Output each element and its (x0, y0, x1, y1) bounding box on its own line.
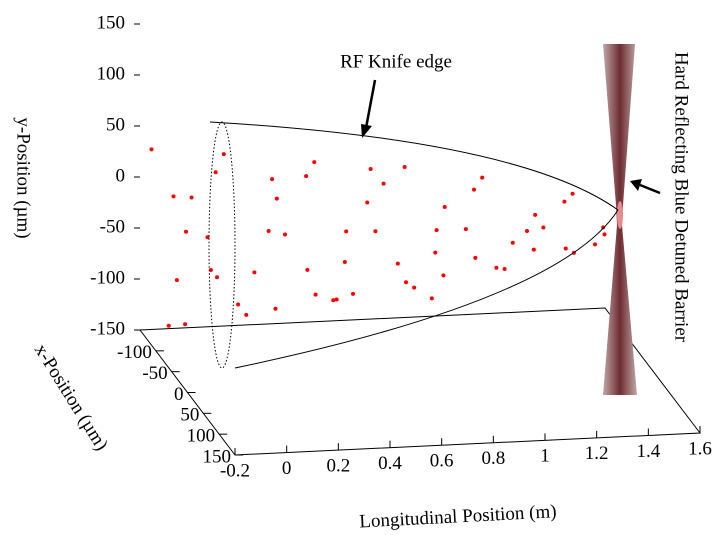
z-tick-label: 0.6 (430, 451, 454, 472)
point (184, 229, 188, 234)
point (344, 229, 349, 234)
point (442, 204, 447, 209)
point (342, 259, 347, 264)
x-tick-label: -50 (142, 363, 167, 384)
arrow (364, 79, 377, 129)
z-tick-label: 0.4 (378, 453, 402, 474)
point (171, 194, 176, 199)
point (331, 298, 336, 303)
point (189, 195, 194, 200)
point (541, 225, 546, 230)
z-tick-label: 0.2 (326, 455, 350, 476)
y-tick-label: -150 (90, 318, 125, 339)
point (183, 322, 188, 327)
y-tick-label: 50 (106, 114, 125, 135)
point (312, 160, 317, 165)
point (602, 232, 607, 237)
point (266, 228, 271, 233)
point (404, 280, 408, 285)
point (334, 297, 339, 302)
arrow (639, 183, 661, 195)
point (221, 152, 226, 157)
z-tick-label: 0.8 (481, 448, 505, 469)
point (494, 265, 499, 270)
point (236, 302, 241, 307)
y-tick-label: -50 (100, 216, 125, 237)
point (402, 164, 407, 169)
x-tick-label: 150 (203, 446, 232, 467)
x-tick-label: 50 (180, 405, 199, 426)
point (563, 246, 568, 251)
point (381, 181, 386, 186)
point (373, 229, 378, 234)
annotation: Hard Reflecting Blue Detuned Barrier (671, 52, 692, 343)
knife-edge-top (209, 121, 619, 211)
point (205, 235, 210, 240)
point (433, 250, 438, 255)
point (395, 261, 400, 266)
point (368, 166, 373, 171)
arrow-head (630, 179, 642, 191)
annotation: RF Knife edge (340, 51, 452, 72)
knife-edge-bottom (234, 209, 619, 369)
point (166, 323, 171, 328)
z-axis-label: Longitudinal Position (m) (359, 501, 557, 532)
point (531, 247, 536, 252)
point (463, 227, 468, 232)
y-tick-label: 150 (97, 12, 126, 33)
z-tick-label: 1.4 (636, 441, 660, 462)
point (244, 312, 249, 317)
point (270, 177, 275, 182)
point (273, 306, 278, 311)
z-tick-label: 0 (282, 458, 292, 479)
point (365, 200, 370, 205)
point (174, 278, 179, 283)
knife-edge-rim (208, 121, 236, 369)
point (441, 273, 446, 278)
point (570, 191, 575, 196)
point (351, 291, 355, 296)
y-axis-label: y-Position (µm) (13, 117, 34, 238)
point (412, 285, 417, 290)
y-tick-label: 100 (97, 63, 126, 84)
point (593, 242, 597, 247)
x-axis-label: x-Position (µm) (30, 340, 112, 454)
point (502, 267, 507, 272)
point (601, 225, 606, 230)
point (304, 174, 309, 179)
point (525, 228, 529, 233)
barrier-waist (617, 201, 623, 229)
point (473, 255, 478, 260)
point (305, 267, 310, 272)
y-tick-label: 0 (116, 165, 126, 186)
point (215, 275, 219, 280)
point (313, 292, 318, 297)
floor (134, 23, 701, 456)
z-tick-label: 1.2 (585, 443, 609, 464)
point (562, 199, 567, 204)
point (213, 170, 218, 175)
x-tick-label: -100 (117, 342, 152, 363)
y-tick-label: -100 (90, 267, 125, 288)
point (149, 147, 154, 152)
point (274, 196, 279, 201)
point (429, 296, 434, 301)
point (472, 187, 476, 192)
arrow-head (361, 124, 372, 138)
point (208, 267, 213, 272)
point (480, 175, 485, 180)
z-tick-label: -0.2 (220, 460, 250, 481)
point (252, 270, 257, 275)
x-tick-label: 100 (187, 426, 216, 447)
point (533, 212, 538, 217)
point-cloud (149, 147, 607, 328)
point (434, 228, 439, 233)
z-tick-label: 1 (540, 446, 550, 467)
x-tick-label: 0 (174, 384, 184, 405)
point (283, 232, 287, 237)
point (510, 240, 515, 245)
z-tick-label: 1.6 (688, 438, 712, 459)
